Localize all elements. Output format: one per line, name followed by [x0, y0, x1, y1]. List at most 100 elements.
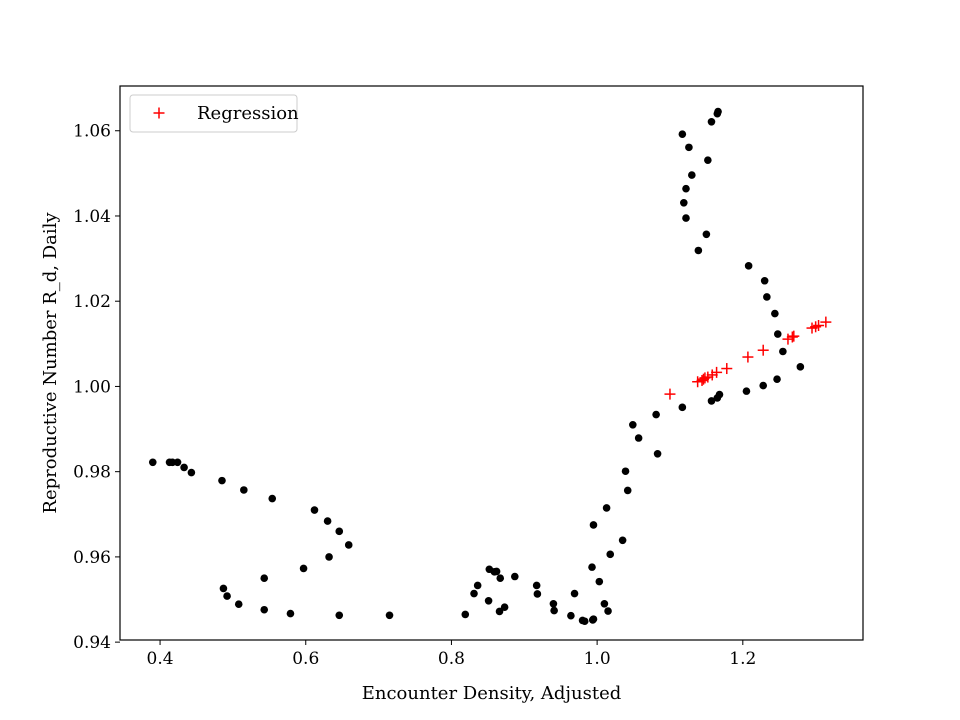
x-axis-label: Encounter Density, Adjusted [362, 683, 622, 704]
regression-point [788, 330, 800, 342]
data-point [500, 603, 509, 611]
y-tick-label: 1.00 [73, 377, 111, 397]
data-point [621, 467, 630, 476]
data-point [779, 347, 787, 356]
data-point [796, 363, 805, 371]
data-point [653, 449, 662, 458]
regression-point [699, 372, 711, 384]
data-point [680, 198, 688, 207]
data-point [629, 420, 637, 429]
data-point [335, 527, 344, 536]
x-tick-label: 0.4 [147, 649, 174, 669]
data-point [704, 156, 712, 164]
points-layer [148, 107, 832, 626]
data-point [268, 494, 277, 503]
x-tick-label: 1.0 [584, 649, 611, 669]
x-tick-label: 0.6 [292, 649, 319, 669]
data-point [678, 403, 687, 412]
x-tick-label: 1.2 [729, 649, 756, 669]
y-tick-label: 1.02 [73, 292, 111, 312]
data-point [715, 390, 724, 399]
data-point [595, 577, 604, 586]
data-point [260, 605, 269, 614]
data-point [707, 397, 716, 405]
data-point [688, 171, 696, 179]
data-point [260, 574, 269, 583]
regression-point [696, 374, 708, 386]
data-point [344, 541, 353, 549]
regression-point [786, 331, 798, 343]
data-point [682, 214, 690, 222]
data-point [173, 458, 182, 467]
plot-frame [119, 85, 864, 641]
regression-point [810, 321, 822, 333]
data-point [385, 611, 394, 620]
y-axis-label: Reproductive Number R_d, Daily [40, 212, 61, 514]
data-point [187, 468, 196, 477]
data-point [549, 599, 558, 608]
data-point [484, 596, 493, 605]
data-point [234, 600, 243, 609]
regression-point [711, 366, 723, 378]
regression-point [742, 351, 754, 363]
data-point [310, 506, 319, 514]
data-point [532, 581, 541, 590]
data-point [589, 615, 598, 623]
data-point [533, 590, 542, 598]
legend-box [129, 94, 298, 133]
data-point [219, 584, 228, 593]
data-point [714, 107, 722, 116]
data-point [618, 536, 627, 545]
data-point [763, 293, 771, 301]
regression-point [664, 388, 676, 400]
data-point [773, 375, 781, 383]
legend-label-regression: Regression [197, 103, 299, 124]
data-point [694, 246, 703, 255]
data-point [492, 567, 501, 576]
data-point [744, 262, 753, 270]
data-point [634, 434, 643, 442]
data-point [323, 517, 332, 525]
legend-marker-regression [153, 107, 165, 119]
ticks-layer: 0.4 0.6 0.8 1.0 1.2 0.94 0.96 0.98 1.00 1.02 1.04 1… [73, 122, 756, 669]
data-point [218, 476, 226, 485]
data-point [286, 609, 295, 618]
data-point [473, 581, 482, 590]
data-point [652, 410, 660, 419]
y-tick-label: 0.98 [73, 463, 111, 483]
data-point [685, 143, 693, 152]
data-point [240, 486, 248, 494]
data-point [604, 607, 612, 615]
data-point [495, 607, 504, 616]
data-point [682, 184, 690, 193]
data-point [588, 563, 596, 571]
data-point [550, 606, 558, 615]
y-tick-label: 0.96 [73, 548, 111, 568]
data-point [148, 458, 157, 467]
data-point [325, 553, 333, 561]
x-tick-label: 0.8 [438, 649, 465, 669]
data-point [570, 589, 579, 598]
data-point [771, 309, 779, 318]
regression-point [721, 363, 733, 375]
data-point [702, 230, 711, 239]
data-point [511, 572, 519, 581]
legend-plus-icon [153, 107, 165, 119]
data-point [707, 117, 716, 126]
data-point [760, 276, 769, 285]
legend: Regression [129, 94, 299, 133]
data-point [600, 599, 609, 608]
data-point [567, 611, 575, 620]
data-point [773, 330, 782, 338]
data-point [678, 130, 687, 138]
data-point [759, 381, 768, 390]
y-tick-label: 0.94 [73, 633, 111, 653]
y-tick-label: 1.06 [73, 122, 111, 142]
data-point [223, 592, 231, 600]
data-point [606, 550, 615, 559]
data-point [496, 574, 505, 583]
data-point [589, 521, 598, 529]
data-point [299, 564, 308, 573]
data-point [461, 610, 470, 619]
